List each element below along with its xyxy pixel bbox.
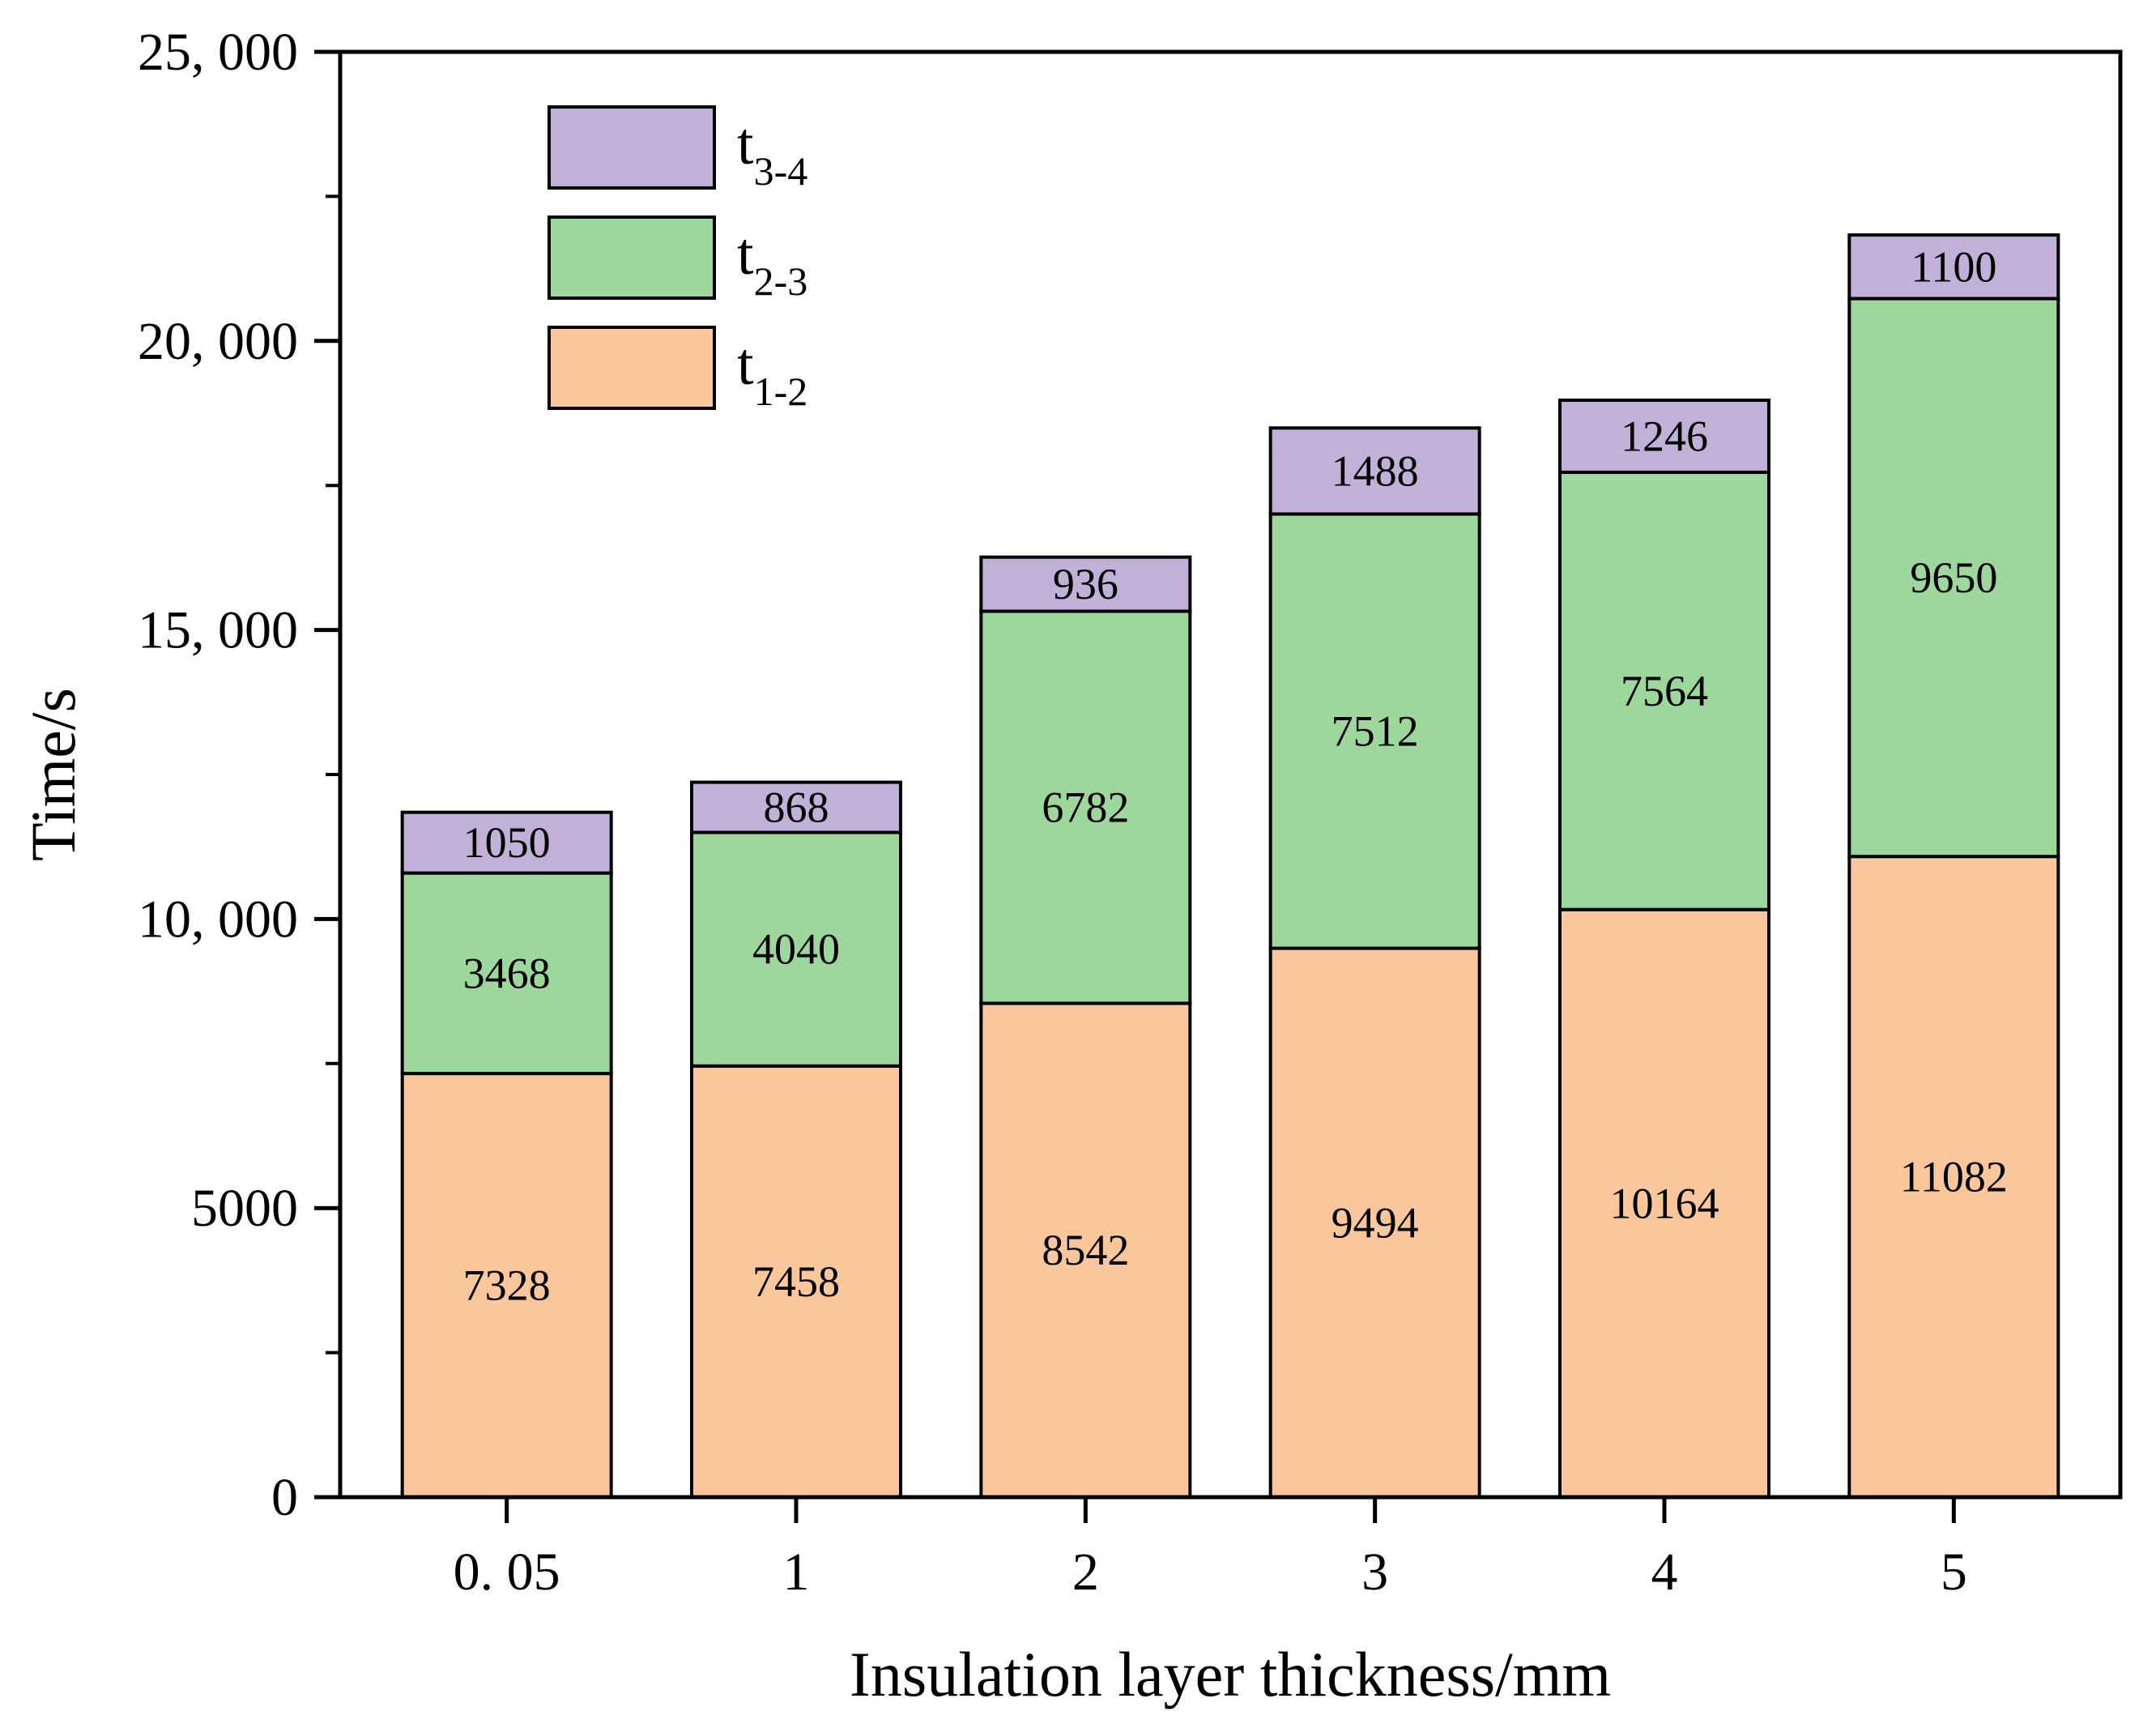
legend-swatch-t3-4: [548, 105, 716, 190]
bar-segment-t3-4-5: [1847, 233, 2060, 301]
y-tick-label: 10, 000: [138, 890, 298, 949]
legend: t3-4 t2-3 t1-2: [548, 105, 807, 414]
data-label-t1-2-5: 11082: [1900, 1153, 2008, 1201]
data-label-t2-3-4: 7564: [1621, 667, 1708, 715]
legend-swatch-t2-3: [548, 216, 716, 300]
x-axis-title: Insulation layer thickness/mm: [850, 1639, 1611, 1709]
data-label-t3-4-4: 1246: [1621, 412, 1708, 460]
data-label-t2-3-3: 7512: [1332, 706, 1419, 755]
bar-segment-t3-4-2: [979, 555, 1192, 613]
bar-segment-t1-2-0: [400, 1072, 613, 1500]
bar-segment-t1-2-5: [1847, 855, 2060, 1499]
bar-segment-t3-4-1: [690, 780, 902, 834]
bar-segment-t2-3-0: [400, 871, 613, 1076]
bars-layer: [400, 233, 2060, 1500]
data-label-t1-2-2: 8542: [1042, 1226, 1129, 1274]
data-label-t3-4-3: 1488: [1332, 446, 1419, 495]
bar-segment-t2-3-2: [979, 609, 1192, 1005]
data-label-t3-4-1: 868: [764, 783, 829, 832]
data-label-t1-2-4: 10164: [1610, 1179, 1719, 1227]
data-label-t3-4-0: 1050: [463, 818, 551, 867]
y-tick-label: 0: [271, 1468, 298, 1527]
data-label-t1-2-1: 7458: [752, 1257, 840, 1306]
bar-segment-t2-3-1: [690, 830, 902, 1068]
data-label-t2-3-2: 6782: [1042, 783, 1129, 831]
y-tick-label: 5000: [191, 1179, 298, 1238]
segment-labels-layer: 7328 3468 1050 7458 4040 868 8542 6782 936 9494 75…: [463, 242, 2008, 1309]
bar-segment-t3-4-4: [1558, 399, 1770, 474]
legend-label-t3-4: t3-4: [737, 111, 807, 194]
legend-swatch-t1-2: [548, 326, 716, 410]
data-label-t2-3-5: 9650: [1910, 553, 1997, 602]
y-tick-label: 15, 000: [138, 601, 298, 660]
bar-segment-t2-3-3: [1268, 512, 1481, 950]
bar-segment-t1-2-1: [690, 1064, 902, 1499]
data-label-t1-2-0: 7328: [463, 1261, 551, 1310]
x-tick-label: 0. 05: [454, 1543, 560, 1602]
data-label-t3-4-5: 1100: [1911, 242, 1996, 291]
data-label-t1-2-3: 9494: [1332, 1198, 1419, 1247]
data-label-t2-3-1: 4040: [752, 925, 840, 974]
y-axis-title: Time/s: [18, 688, 88, 861]
bar-segment-t1-2-4: [1558, 907, 1770, 1499]
data-label-t2-3-0: 3468: [463, 949, 551, 997]
y-tick-label: 20, 000: [138, 312, 298, 371]
y-tick-label: 25, 000: [138, 23, 298, 82]
data-label-t3-4-2: 936: [1053, 560, 1118, 608]
bar-segment-t3-4-0: [400, 810, 613, 875]
legend-label-t2-3: t2-3: [737, 221, 807, 304]
bar-segment-t3-4-3: [1268, 426, 1481, 516]
bar-segment-t1-2-3: [1268, 946, 1481, 1499]
x-tick-label: 4: [1651, 1543, 1678, 1602]
x-tick-label: 5: [1941, 1543, 1967, 1602]
x-tick-label: 3: [1361, 1543, 1388, 1602]
x-tick-label: 1: [783, 1543, 810, 1602]
x-tick-label: 2: [1072, 1543, 1099, 1602]
legend-label-t1-2: t1-2: [737, 331, 807, 414]
bar-segment-t2-3-5: [1847, 297, 2060, 859]
